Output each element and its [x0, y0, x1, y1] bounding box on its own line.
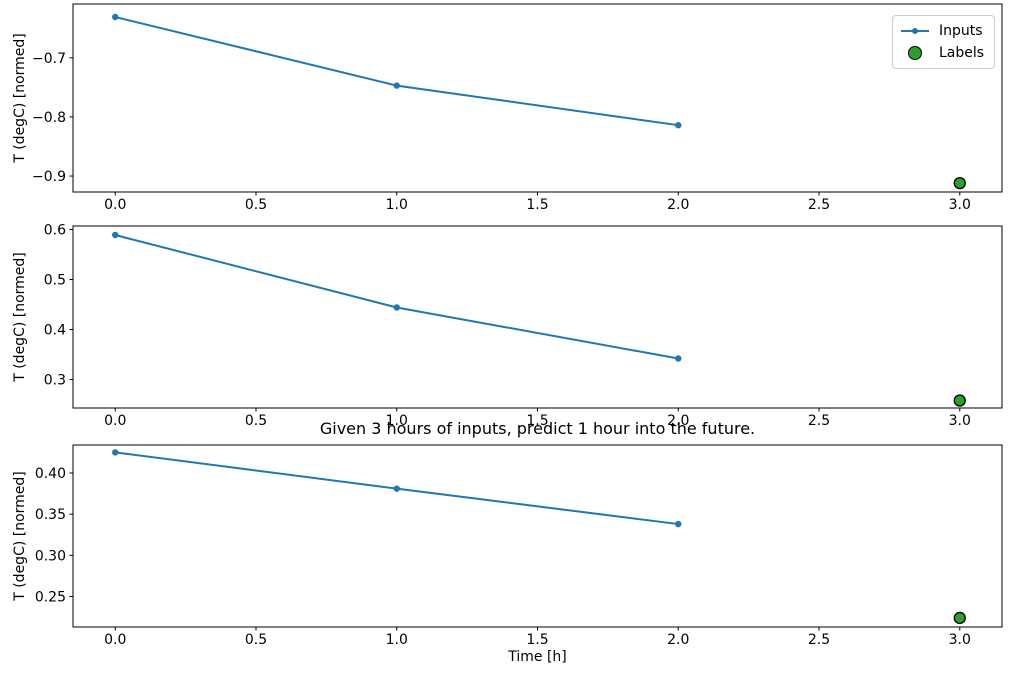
y-tick-label: 0.35	[35, 507, 66, 523]
x-tick-label: 2.5	[808, 632, 830, 648]
x-tick-label: 1.0	[386, 413, 408, 429]
x-tick-label: 1.5	[526, 197, 548, 213]
x-tick-label: 2.0	[667, 632, 689, 648]
label-marker	[953, 611, 966, 625]
y-tick-label: −0.8	[32, 110, 66, 126]
input-marker	[675, 520, 682, 528]
input-marker	[112, 13, 119, 21]
y-tick-label: 0.5	[44, 273, 66, 289]
inputs-line	[114, 16, 679, 127]
x-tick-label: 2.5	[808, 197, 830, 213]
y-tick-label: 0.3	[44, 373, 66, 389]
x-tick-label: 3.0	[949, 197, 971, 213]
x-tick-label: 3.0	[949, 413, 971, 429]
input-marker	[393, 82, 400, 89]
input-marker	[675, 121, 682, 129]
axes-spines	[72, 225, 1003, 409]
input-marker	[112, 231, 119, 239]
x-tick-label: 2.0	[667, 413, 689, 429]
axes-spines	[72, 444, 1003, 628]
subplot-middle: 0.0 0.5 1.0 1.5 2.0 2.5 3.0 0.6 0.5 0.4 0.3 T (degC…	[12, 223, 1003, 429]
x-tick-label: 3.0	[949, 632, 971, 648]
legend-label-inputs: Inputs	[938, 23, 983, 39]
legend-item-inputs: Inputs	[900, 21, 984, 41]
labels-circle-icon	[900, 46, 930, 60]
y-tick-label: 0.25	[35, 590, 66, 606]
inputs-line-dot-icon	[900, 24, 930, 38]
y-tick-label: 0.6	[44, 223, 66, 239]
x-tick-label: 1.0	[386, 197, 408, 213]
x-tick-label: 0.5	[245, 632, 267, 648]
legend-label-labels: Labels	[938, 45, 984, 61]
x-tick-label: 2.0	[667, 197, 689, 213]
inputs-line	[114, 234, 679, 360]
legend-item-labels: Labels	[900, 43, 984, 63]
subplot-top: 0.0 0.5 1.0 1.5 2.0 2.5 3.0 −0.7 −0.8 −0.9T (degC…	[12, 3, 1003, 213]
x-tick-label: 0.0	[104, 413, 126, 429]
y-tick-label: 0.40	[35, 466, 66, 482]
subplot-bottom: 0.0 0.5 1.0 1.5 2.0 2.5 3.0 0.40 0.35 0.30 0.25 T (…	[12, 444, 1003, 648]
label-marker	[953, 176, 966, 190]
y-tick-label: −0.7	[32, 51, 66, 67]
y-axis-title: T (degC) [normed]	[12, 33, 28, 164]
axes-spines	[72, 3, 1003, 193]
y-axis-title: T (degC) [normed]	[12, 471, 28, 602]
input-marker	[675, 355, 682, 362]
y-axis-title: T (degC) [normed]	[12, 252, 28, 383]
y-tick-label: −0.9	[32, 169, 66, 185]
legend[interactable]: Inputs Labels	[891, 15, 995, 69]
input-marker	[393, 485, 400, 492]
x-tick-label: 0.0	[104, 632, 126, 648]
input-marker	[112, 449, 119, 456]
x-tick-label: 1.0	[386, 632, 408, 648]
x-tick-label: 2.5	[808, 413, 830, 429]
x-tick-label: 0.5	[245, 197, 267, 213]
x-tick-label: 1.5	[526, 413, 548, 429]
y-tick-label: 0.30	[35, 548, 66, 564]
label-marker	[953, 394, 966, 407]
y-tick-label: 0.4	[44, 323, 66, 339]
x-tick-label: 0.5	[245, 413, 267, 429]
input-marker	[393, 304, 400, 311]
x-tick-label: 0.0	[104, 197, 126, 213]
x-axis-label: Time [h]	[508, 649, 567, 665]
x-tick-label: 1.5	[526, 632, 548, 648]
